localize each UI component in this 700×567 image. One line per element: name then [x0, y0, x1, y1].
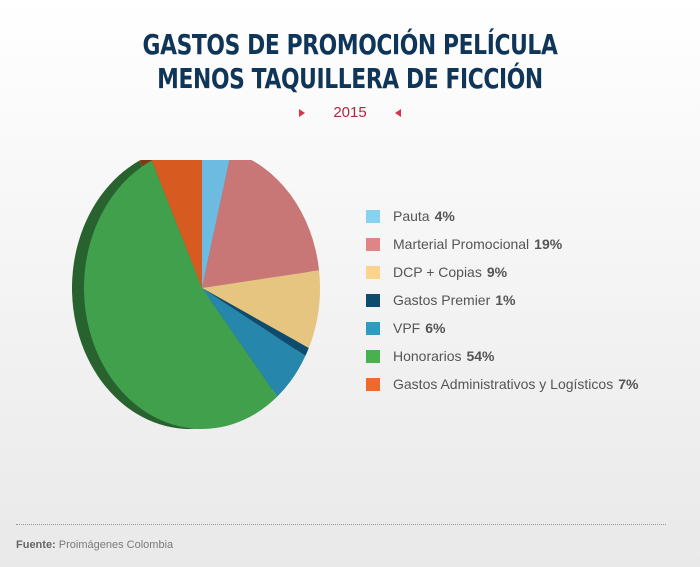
legend-percent: 1% [495, 292, 516, 308]
legend-item: Marterial Promocional 19% [366, 230, 638, 258]
source-note: Fuente: Proimágenes Colombia [16, 539, 173, 551]
legend-label: VPF [393, 320, 421, 336]
legend-item: Gastos Premier 1% [366, 286, 638, 314]
legend-swatch [366, 265, 380, 279]
legend-label: DCP + Copias [393, 264, 482, 280]
pie-slice [202, 288, 309, 356]
chart-subtitle-year: 2015 [333, 104, 367, 121]
pie-slice [202, 160, 320, 288]
legend-item: Gastos Administrativos y Logísticos 7% [366, 370, 638, 398]
legend-item: Honorarios 54% [366, 342, 638, 370]
legend-percent: 19% [534, 236, 563, 252]
legend-label: Pauta [393, 208, 430, 224]
triangle-left-icon [394, 108, 401, 117]
legend-item: Pauta 4% [366, 202, 638, 230]
chart-title: GASTOS DE PROMOCIÓN PELÍCULA MENOS TAQUI… [77, 28, 623, 96]
legend-item: VPF 6% [366, 314, 638, 342]
pie-chart [71, 160, 320, 430]
legend-percent: 9% [486, 264, 508, 280]
chart-legend: Pauta 4% Marterial Promocional 19% DCP + Cop… [366, 202, 638, 398]
legend-percent: 7% [618, 376, 639, 392]
pie-slice [151, 160, 202, 288]
legend-percent: 4% [434, 208, 455, 224]
triangle-right-icon [299, 108, 306, 117]
legend-percent: 54% [466, 348, 495, 364]
legend-swatch [366, 321, 380, 335]
legend-label: Honorarios [393, 348, 462, 364]
pie-slice [83, 160, 278, 430]
pie-slice [202, 160, 230, 288]
legend-item: DCP + Copias 9% [366, 258, 638, 286]
pie-slice [202, 270, 320, 349]
legend-swatch [366, 293, 380, 307]
legend-label: Marterial Promocional [393, 236, 530, 252]
chart-title-line1: GASTOS DE PROMOCIÓN PELÍCULA [142, 28, 558, 61]
pie-top [83, 160, 320, 430]
legend-swatch [366, 349, 380, 363]
chart-title-line2: MENOS TAQUILLERA DE FICCIÓN [157, 62, 543, 95]
legend-swatch [366, 377, 380, 391]
legend-label: Gastos Premier [393, 292, 491, 308]
year-row: 2015 [0, 104, 700, 121]
footer-divider [16, 524, 666, 525]
pie-slice [202, 288, 306, 397]
source-label: Fuente: [16, 539, 56, 551]
legend-percent: 6% [425, 320, 446, 336]
source-value: Proimágenes Colombia [58, 539, 174, 551]
legend-label: Gastos Administrativos y Logísticos [393, 376, 614, 392]
legend-swatch [366, 237, 380, 251]
legend-swatch [366, 209, 380, 223]
